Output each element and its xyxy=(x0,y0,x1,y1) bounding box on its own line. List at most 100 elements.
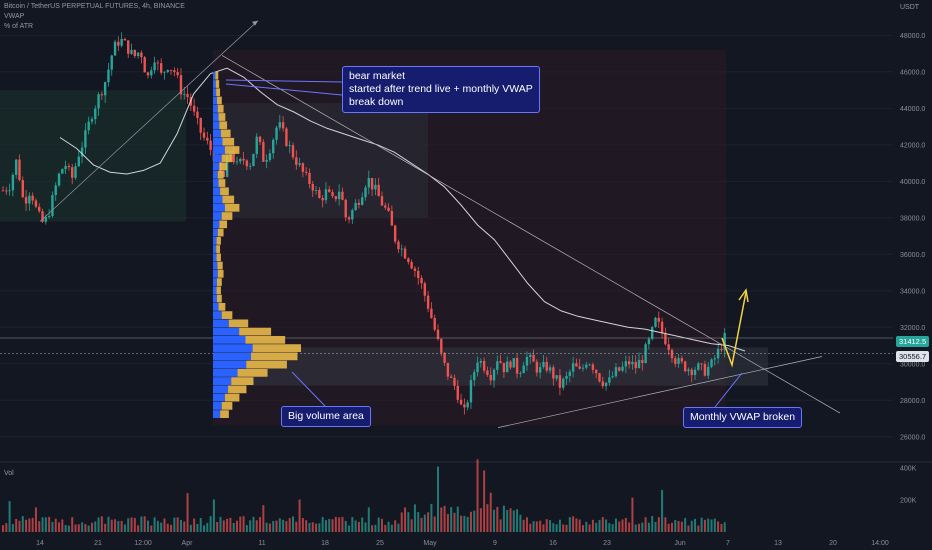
candle-body xyxy=(413,268,417,271)
volume-profile-bar xyxy=(213,410,221,419)
candle-body xyxy=(107,69,110,83)
volume-profile-bar xyxy=(213,311,222,319)
volume-profile-bar xyxy=(213,203,225,212)
volume-bar xyxy=(707,518,710,532)
volume-bar xyxy=(351,517,354,532)
volume-profile-bar xyxy=(213,302,219,311)
candle-body xyxy=(265,159,268,162)
volume-bar xyxy=(226,518,229,532)
volume-bar xyxy=(723,522,726,532)
time-tick-label: 13 xyxy=(774,540,782,547)
volume-profile-bar xyxy=(213,360,247,369)
volume-profile-bar xyxy=(213,195,223,204)
volume-bar xyxy=(588,524,591,532)
volume-profile-bar-hv xyxy=(217,269,224,278)
volume-bar xyxy=(324,520,327,532)
volume-profile-bar-hv xyxy=(224,203,240,212)
candle-body xyxy=(44,217,48,222)
vwap-indicator-label[interactable]: VWAP xyxy=(4,13,25,20)
volume-profile-bar xyxy=(213,220,220,229)
volume-profile-bar-hv xyxy=(216,236,221,245)
candle-body xyxy=(199,118,202,133)
volume-bar xyxy=(476,459,479,532)
volume-profile-bar xyxy=(213,228,218,237)
volume-profile-bar-hv xyxy=(215,80,220,88)
volume-bar xyxy=(493,509,496,532)
candle-body xyxy=(430,308,433,318)
candle-body xyxy=(11,174,15,191)
volume-bar xyxy=(34,507,37,532)
volume-bar xyxy=(196,523,199,532)
volume-bar xyxy=(522,519,525,532)
candle-body xyxy=(291,145,295,158)
bear-market-line-1: bear market xyxy=(349,70,406,82)
atr-indicator-label[interactable]: % of ATR xyxy=(4,23,34,30)
candle-body xyxy=(535,361,539,373)
vwap-price-tag: 30556.7 xyxy=(896,351,930,362)
volume-profile-bar xyxy=(213,402,222,410)
candle-body xyxy=(367,177,370,188)
candle-body xyxy=(344,199,347,218)
candle-body xyxy=(41,211,44,222)
candle-body xyxy=(433,317,436,330)
volume-bar xyxy=(41,517,44,532)
volume-bar xyxy=(394,520,397,532)
candle-body xyxy=(634,362,637,369)
volume-bar xyxy=(28,518,31,532)
volume-bar xyxy=(255,520,258,532)
volume-pane-label[interactable]: Vol xyxy=(4,470,14,477)
candle-body xyxy=(61,169,64,174)
candle-body xyxy=(295,157,298,165)
volume-bar xyxy=(644,517,647,532)
candle-body xyxy=(667,344,670,350)
volume-profile-bar-hv xyxy=(217,261,223,270)
candle-body xyxy=(252,153,255,166)
volume-bar xyxy=(437,466,439,532)
volume-bar xyxy=(74,524,77,532)
volume-bar xyxy=(535,521,538,532)
candle-body xyxy=(304,171,308,173)
big-volume-connector xyxy=(291,371,326,407)
volume-bar xyxy=(334,516,337,532)
volume-bar xyxy=(423,514,426,532)
volume-bar xyxy=(156,520,159,532)
volume-bar xyxy=(463,515,466,532)
volume-profile-bar xyxy=(213,327,240,336)
volume-bar xyxy=(18,520,21,532)
candle-body xyxy=(568,371,572,376)
candle-body xyxy=(262,142,265,162)
time-tick-label: 7 xyxy=(726,540,730,547)
volume-bar xyxy=(687,525,690,532)
volume-profile-bar xyxy=(213,278,217,286)
candle-body xyxy=(492,369,496,381)
candle-body xyxy=(466,402,469,408)
candle-body xyxy=(594,369,598,374)
volume-bar xyxy=(84,524,87,532)
volume-profile-bar-hv xyxy=(222,195,235,204)
candle-body xyxy=(100,94,104,96)
volume-profile-bar-hv xyxy=(228,319,249,328)
candle-body xyxy=(624,361,628,367)
time-tick-label: 20 xyxy=(829,540,837,547)
candle-body xyxy=(637,360,641,369)
candle-body xyxy=(482,360,486,371)
volume-profile-bar-hv xyxy=(228,385,247,394)
volume-bar xyxy=(413,504,416,532)
candle-body xyxy=(423,283,427,296)
candle-body xyxy=(443,352,446,363)
volume-profile-bar xyxy=(213,294,217,303)
volume-bar xyxy=(127,518,130,532)
volume-bar xyxy=(525,517,528,532)
volume-bar xyxy=(469,511,472,532)
volume-profile-bar-hv xyxy=(220,187,229,196)
candle-body xyxy=(321,198,324,201)
candle-body xyxy=(285,128,288,147)
candle-body xyxy=(31,195,34,201)
candle-body xyxy=(341,191,344,200)
candle-body xyxy=(522,365,525,374)
candle-body xyxy=(707,366,710,376)
candle-body xyxy=(548,367,552,371)
volume-bar xyxy=(433,516,436,532)
candle-body xyxy=(575,363,578,367)
